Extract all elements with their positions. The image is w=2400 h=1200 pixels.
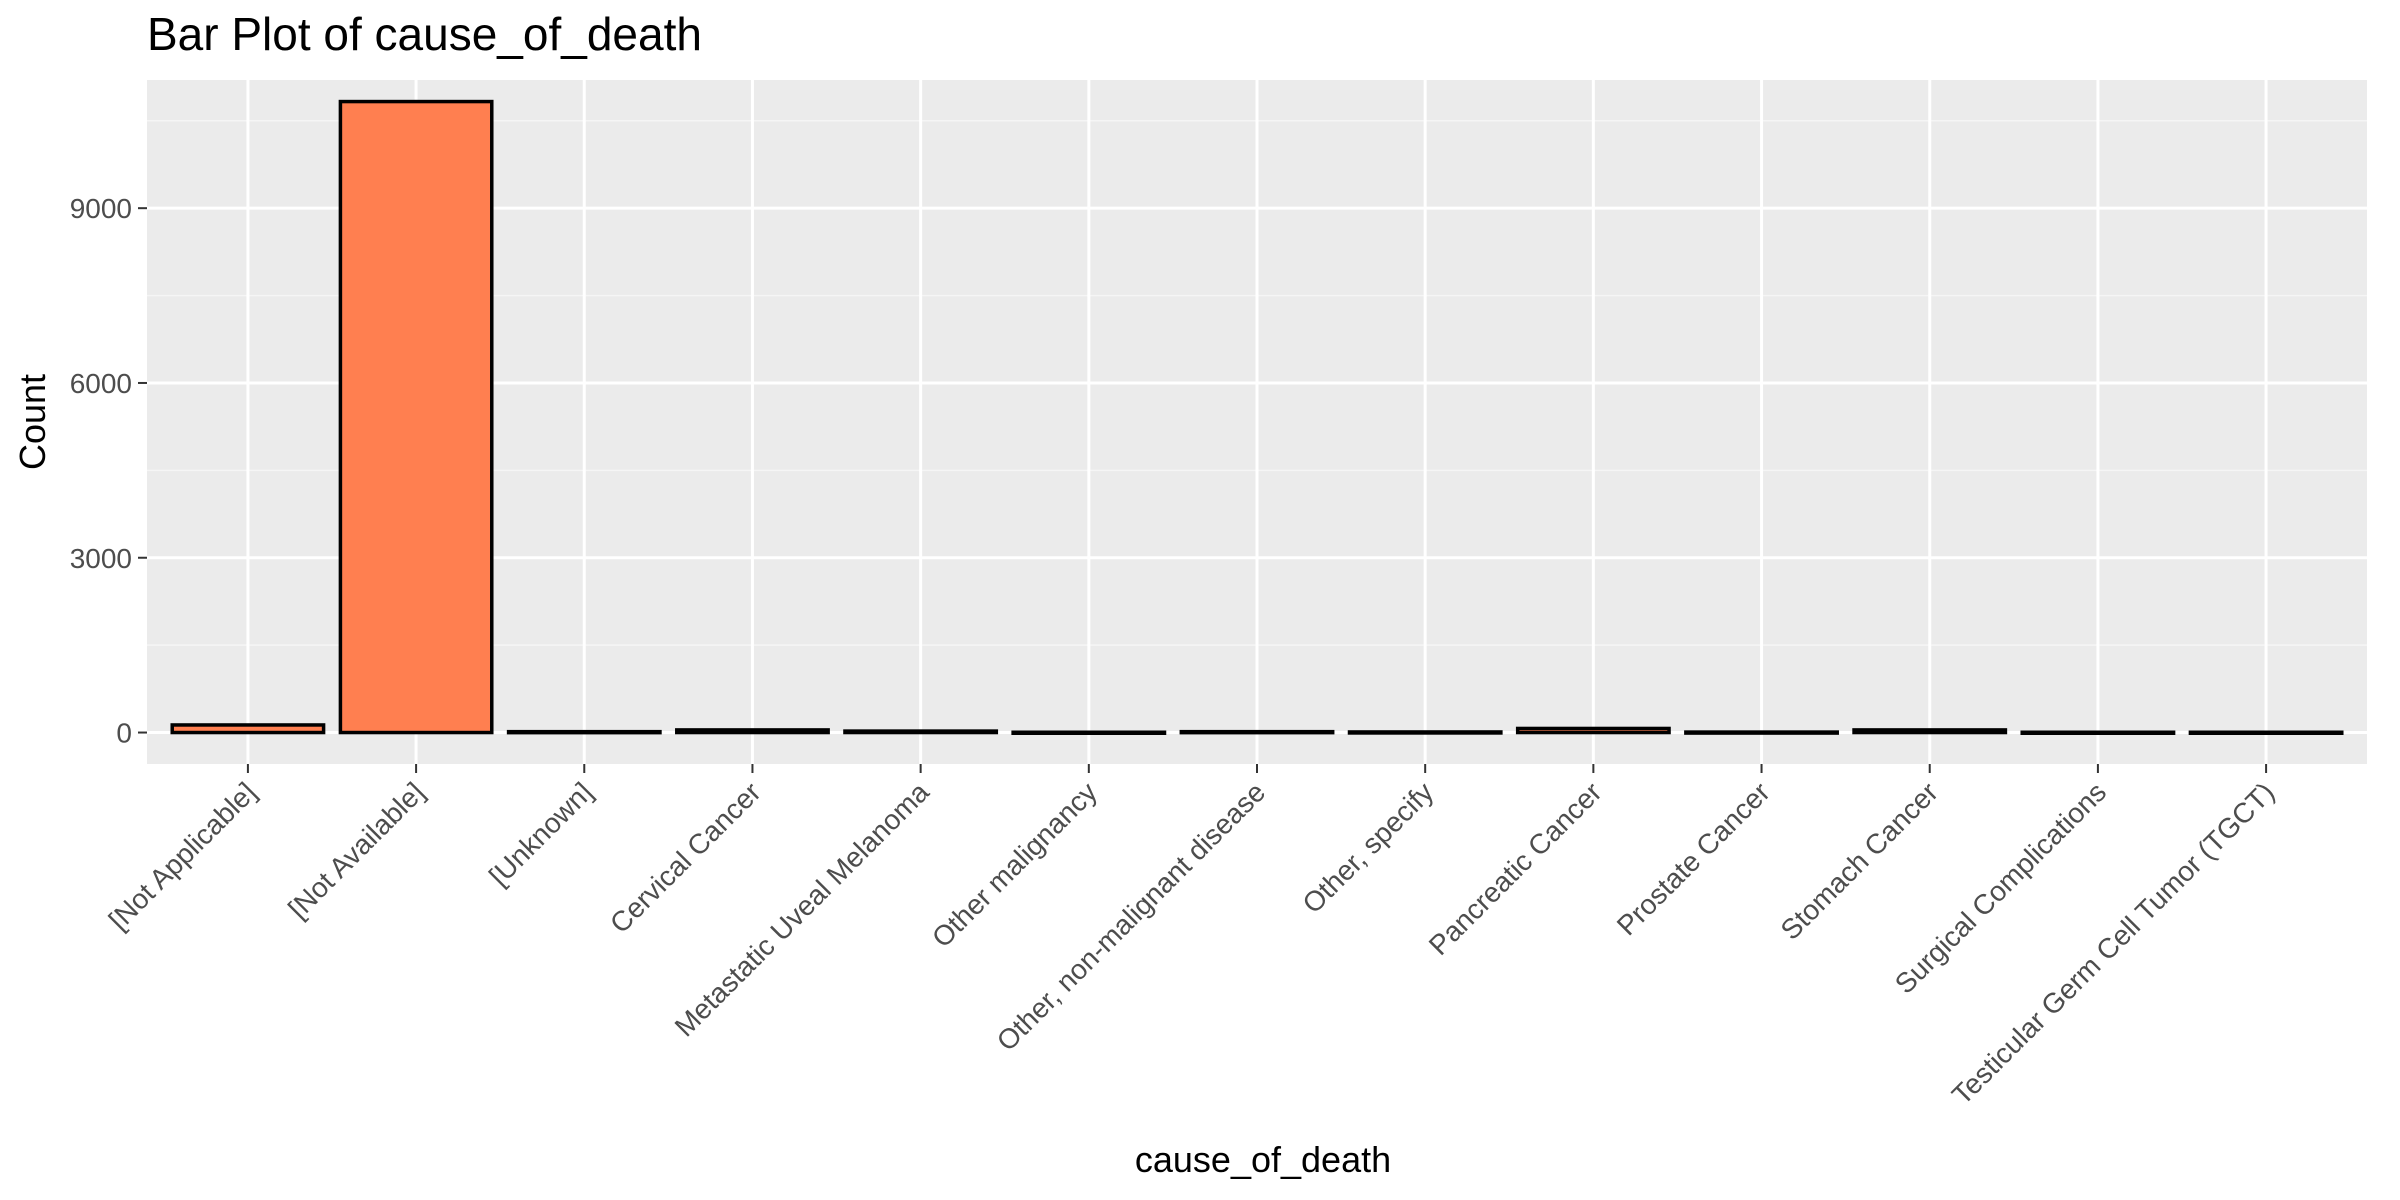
x-tick-label: Pancreatic Cancer	[1423, 776, 1608, 961]
x-axis-title: cause_of_death	[1135, 1139, 1391, 1180]
x-tick-label: [Not Applicable]	[103, 776, 263, 936]
x-tick-label: Cervical Cancer	[604, 776, 767, 939]
x-tick-label: Prostate Cancer	[1611, 776, 1776, 941]
y-axis: 0 3000 6000 9000	[70, 193, 147, 749]
bar	[1179, 729, 1335, 735]
bars	[170, 99, 2344, 735]
y-tick-label: 6000	[70, 368, 132, 399]
bar	[170, 723, 326, 735]
bar	[506, 729, 662, 735]
bar	[1011, 730, 1167, 735]
x-tick-label: Other, non-malignant disease	[991, 776, 1272, 1057]
y-tick-label: 0	[116, 718, 132, 749]
bar	[675, 728, 830, 735]
bar	[843, 729, 999, 735]
y-tick-label: 3000	[70, 543, 132, 574]
x-axis: [Not Applicable] [Not Available] [Unknown]…	[103, 764, 2280, 1111]
bar	[1347, 730, 1503, 735]
y-axis-title: Count	[12, 374, 53, 470]
x-tick-label: Other malignancy	[926, 776, 1103, 953]
bar	[1515, 726, 1671, 735]
bar	[1852, 728, 2008, 735]
x-tick-label: [Unknown]	[483, 776, 598, 891]
chart-title: Bar Plot of cause_of_death	[147, 8, 702, 60]
bar	[2020, 730, 2176, 735]
bar	[338, 99, 494, 735]
x-tick-label: Testicular Germ Cell Tumor (TGCT)	[1946, 776, 2280, 1110]
bar	[2188, 730, 2344, 735]
y-tick-label: 9000	[70, 193, 132, 224]
bar	[1684, 730, 1839, 735]
x-tick-label: Stomach Cancer	[1775, 776, 1944, 945]
x-tick-label: [Not Available]	[282, 776, 430, 924]
x-tick-label: Other, specify	[1296, 776, 1439, 919]
